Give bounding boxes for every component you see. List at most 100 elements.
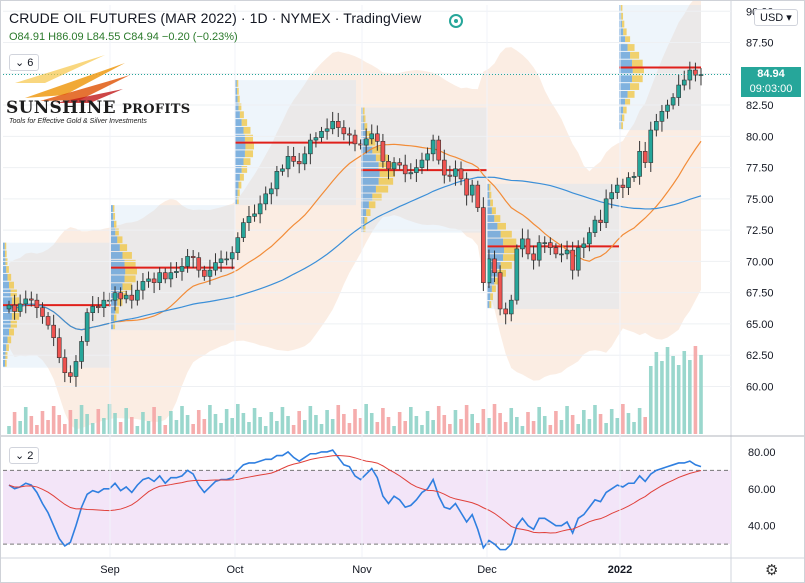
candle-body [436, 139, 442, 161]
volume-profile-bar [619, 83, 631, 90]
candle-body [34, 299, 40, 308]
candle-body [218, 258, 224, 263]
chevron-down-icon: ▾ [786, 12, 792, 24]
brand-name-part1: SUNSHINE [6, 98, 116, 118]
volume-profile-bar [3, 336, 8, 344]
volume-bar [57, 415, 62, 434]
volume-profile-bar [235, 95, 238, 103]
volume-bar [236, 404, 240, 434]
volume-profile-bar [487, 230, 501, 238]
candle-body [352, 134, 358, 145]
price-tick-label: 60.00 [746, 381, 774, 393]
candle-body [101, 299, 107, 308]
indicator-toggle[interactable]: ⌄ 6 [9, 54, 40, 71]
volume-profile-bar [621, 114, 625, 122]
volume-profile-bar [491, 207, 496, 215]
rsi-tick-label: 60.00 [748, 484, 776, 496]
candle-body [107, 299, 112, 302]
volume-profile-bar [361, 146, 373, 154]
volume-profile-bar [621, 122, 624, 130]
volume-bar [46, 420, 50, 434]
candle-body [609, 192, 615, 200]
candle-body [280, 168, 285, 172]
volume-profile-bar [630, 51, 640, 59]
gear-icon[interactable]: ⚙ [765, 562, 779, 579]
volume-bar [280, 407, 285, 434]
volume-bar [503, 422, 508, 434]
volume-profile-bar [235, 80, 237, 87]
volume-profile-bar [243, 158, 251, 166]
volume-bar [180, 406, 184, 434]
volume-profile-bar [9, 281, 14, 289]
volume-profile-bar [111, 220, 114, 228]
volume-bar [604, 423, 608, 434]
candle-body [670, 97, 676, 106]
volume-bar [632, 422, 636, 434]
candle-body [12, 304, 17, 312]
volume-bar [118, 422, 123, 434]
volume-bar [409, 407, 413, 434]
volume-bar [63, 424, 67, 434]
currency-selector[interactable]: USD ▾ [754, 9, 798, 26]
volume-bar [102, 418, 106, 434]
candle-body [308, 139, 313, 155]
rsi-indicator-toggle[interactable]: ⌄ 2 [9, 447, 40, 464]
volume-profile-bar [361, 193, 373, 201]
volume-bar [397, 412, 402, 434]
symbol-title[interactable]: CRUDE OIL FUTURES (MAR 2022) · 1D · NYME… [9, 10, 422, 26]
price-tick-label: 77.50 [746, 163, 774, 175]
price-tick-label: 75.00 [746, 194, 774, 206]
volume-bar [7, 426, 11, 434]
volume-profile-bar [487, 293, 491, 301]
time-tick-label: Nov [352, 564, 372, 576]
volume-profile-bar [361, 162, 379, 170]
candle-body [626, 177, 631, 188]
candle-body [185, 256, 190, 267]
candle-body [497, 272, 503, 310]
volume-profile-bar [361, 185, 376, 193]
volume-profile-bar [490, 293, 493, 301]
volume-bar [688, 360, 692, 434]
volume-bar [107, 404, 112, 434]
volume-profile-bar [111, 314, 114, 322]
candle-body [347, 133, 352, 136]
candle-body [676, 84, 681, 98]
candle-body [447, 174, 453, 177]
candle-body [397, 162, 402, 166]
volume-bar [196, 410, 201, 434]
volume-bar [375, 422, 380, 434]
volume-profile-bar [364, 216, 368, 224]
volume-profile-bar [500, 230, 512, 238]
candle-body [414, 167, 419, 173]
candle-body [95, 306, 101, 308]
candle-body [291, 156, 296, 162]
candle-body [603, 198, 609, 223]
candle-body [693, 69, 698, 76]
candle-body [129, 294, 135, 301]
candle-body [202, 269, 207, 277]
volume-profile-bar [361, 216, 365, 224]
volume-bar [263, 426, 268, 434]
volume-profile-bar [619, 36, 626, 44]
volume-bar [314, 415, 318, 434]
volume-profile-bar [361, 154, 376, 162]
volume-profile-bar [113, 322, 116, 330]
rsi-background-band [3, 470, 731, 545]
volume-bar [252, 408, 257, 434]
volume-profile-bar [375, 185, 389, 193]
volume-bar [219, 423, 223, 434]
candle-body [62, 357, 68, 374]
candle-body [464, 178, 469, 196]
candle-body [369, 133, 375, 140]
volume-profile-bar [117, 236, 123, 244]
volume-bar [146, 421, 151, 434]
volume-profile-bar [7, 336, 12, 344]
volume-profile-bar [113, 314, 117, 322]
volume-profile-bar [115, 306, 119, 314]
price-tick-label: 67.50 [746, 288, 774, 300]
volume-profile-bar [122, 252, 132, 259]
volume-profile-bar [235, 181, 239, 189]
ohlc-readout: O84.91 H86.09 L84.55 C84.94 −0.20 (−0.23… [9, 31, 238, 43]
price-tick-label: 72.50 [746, 225, 774, 237]
